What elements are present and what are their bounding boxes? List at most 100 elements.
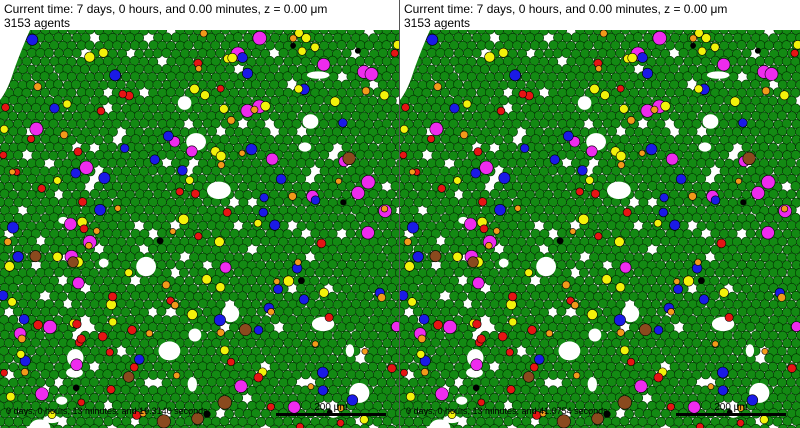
simulation-panel-left: Current time: 7 days, 0 hours, and 0.00 … xyxy=(0,0,400,428)
cell-agent xyxy=(233,424,243,428)
cell-agent xyxy=(499,236,510,247)
cell-agent xyxy=(723,267,734,278)
cell-agent xyxy=(786,79,797,90)
cell-agent xyxy=(35,377,46,388)
cell-agent xyxy=(345,134,356,145)
cell-agent xyxy=(534,48,545,59)
cell-agent xyxy=(251,299,262,310)
cell-agent xyxy=(390,149,400,160)
cell-agent xyxy=(534,314,545,325)
cell-agent xyxy=(183,40,194,51)
cell-agent xyxy=(305,267,316,278)
cell-agent xyxy=(64,217,77,231)
cell-agent xyxy=(507,267,518,278)
cell-agent xyxy=(602,196,613,207)
cell-agent xyxy=(595,65,603,72)
empty-space xyxy=(456,396,468,405)
cell-agent xyxy=(691,55,702,66)
cell-agent xyxy=(661,345,672,356)
cell-agent xyxy=(62,99,72,109)
cell-agent xyxy=(376,346,387,357)
cell-agent xyxy=(250,105,259,114)
cell-agent xyxy=(646,275,657,286)
cell-agent xyxy=(53,176,62,185)
cell-agent xyxy=(714,267,725,278)
cell-agent xyxy=(179,267,190,278)
cell-agent xyxy=(67,256,79,268)
cell-agent xyxy=(599,30,608,38)
cell-agent xyxy=(471,79,482,90)
cell-agent xyxy=(147,165,158,176)
cell-agent xyxy=(705,267,716,278)
cell-agent xyxy=(323,267,334,278)
cell-agent xyxy=(192,118,203,129)
cell-agent xyxy=(242,127,253,138)
cell-agent xyxy=(288,192,297,201)
cell-agent xyxy=(273,278,281,285)
cell-agent xyxy=(323,142,334,153)
cell-agent xyxy=(764,55,775,66)
cell-agent xyxy=(791,197,800,208)
cell-agent xyxy=(363,149,374,160)
cell-agent xyxy=(489,126,500,137)
cell-agent xyxy=(478,197,488,207)
cell-agent xyxy=(260,251,271,262)
cell-agent xyxy=(189,83,200,95)
cell-agent xyxy=(35,387,49,401)
cell-agent xyxy=(600,90,610,100)
cell-agent xyxy=(480,377,491,388)
cell-agent xyxy=(496,106,506,116)
cell-agent xyxy=(89,392,100,403)
cell-agent xyxy=(386,220,397,231)
cell-agent xyxy=(408,282,419,293)
cell-agent xyxy=(548,369,559,380)
cell-agent xyxy=(269,219,281,231)
cell-agent xyxy=(448,337,459,348)
cell-agent xyxy=(755,56,766,67)
cell-agent xyxy=(0,424,10,428)
cell-agent xyxy=(319,149,330,160)
cell-agent xyxy=(761,226,775,240)
cell-agent xyxy=(278,424,289,428)
cell-agent xyxy=(696,329,707,340)
cell-agent xyxy=(390,87,400,98)
cell-agent xyxy=(72,384,80,392)
cell-agent xyxy=(476,134,487,145)
cell-agent xyxy=(472,319,482,329)
cell-agent xyxy=(311,340,319,348)
cell-agent xyxy=(301,212,312,223)
cell-agent xyxy=(749,220,760,231)
cell-agent xyxy=(390,181,400,192)
cell-agent xyxy=(292,306,303,317)
cell-agent xyxy=(107,188,118,199)
cell-agent xyxy=(400,188,410,199)
cell-agent xyxy=(391,197,400,208)
cell-agent xyxy=(444,267,455,278)
cell-agent xyxy=(309,150,320,161)
cell-agent xyxy=(430,55,441,66)
cell-agent xyxy=(26,345,37,356)
cell-agent xyxy=(48,118,59,129)
cell-agent xyxy=(18,313,30,325)
cell-agent xyxy=(295,361,306,372)
cell-agent xyxy=(59,130,69,140)
cell-agent xyxy=(222,207,232,217)
cell-agent xyxy=(385,157,396,168)
cell-agent xyxy=(162,32,173,43)
cell-agent xyxy=(156,237,164,245)
cell-agent xyxy=(214,236,225,247)
cell-agent xyxy=(507,142,518,153)
cell-agent xyxy=(143,48,154,59)
cell-agent xyxy=(689,34,698,43)
cell-agent xyxy=(457,149,468,160)
cell-agent xyxy=(156,290,167,301)
cell-agent xyxy=(579,204,590,215)
cell-agent xyxy=(368,376,379,387)
cell-agent xyxy=(647,87,658,98)
cell-agent xyxy=(691,103,702,114)
cell-agent xyxy=(403,237,412,246)
cell-agent xyxy=(125,345,136,356)
cell-agent xyxy=(179,314,190,325)
cell-agent xyxy=(785,157,796,168)
cell-agent xyxy=(620,345,630,355)
